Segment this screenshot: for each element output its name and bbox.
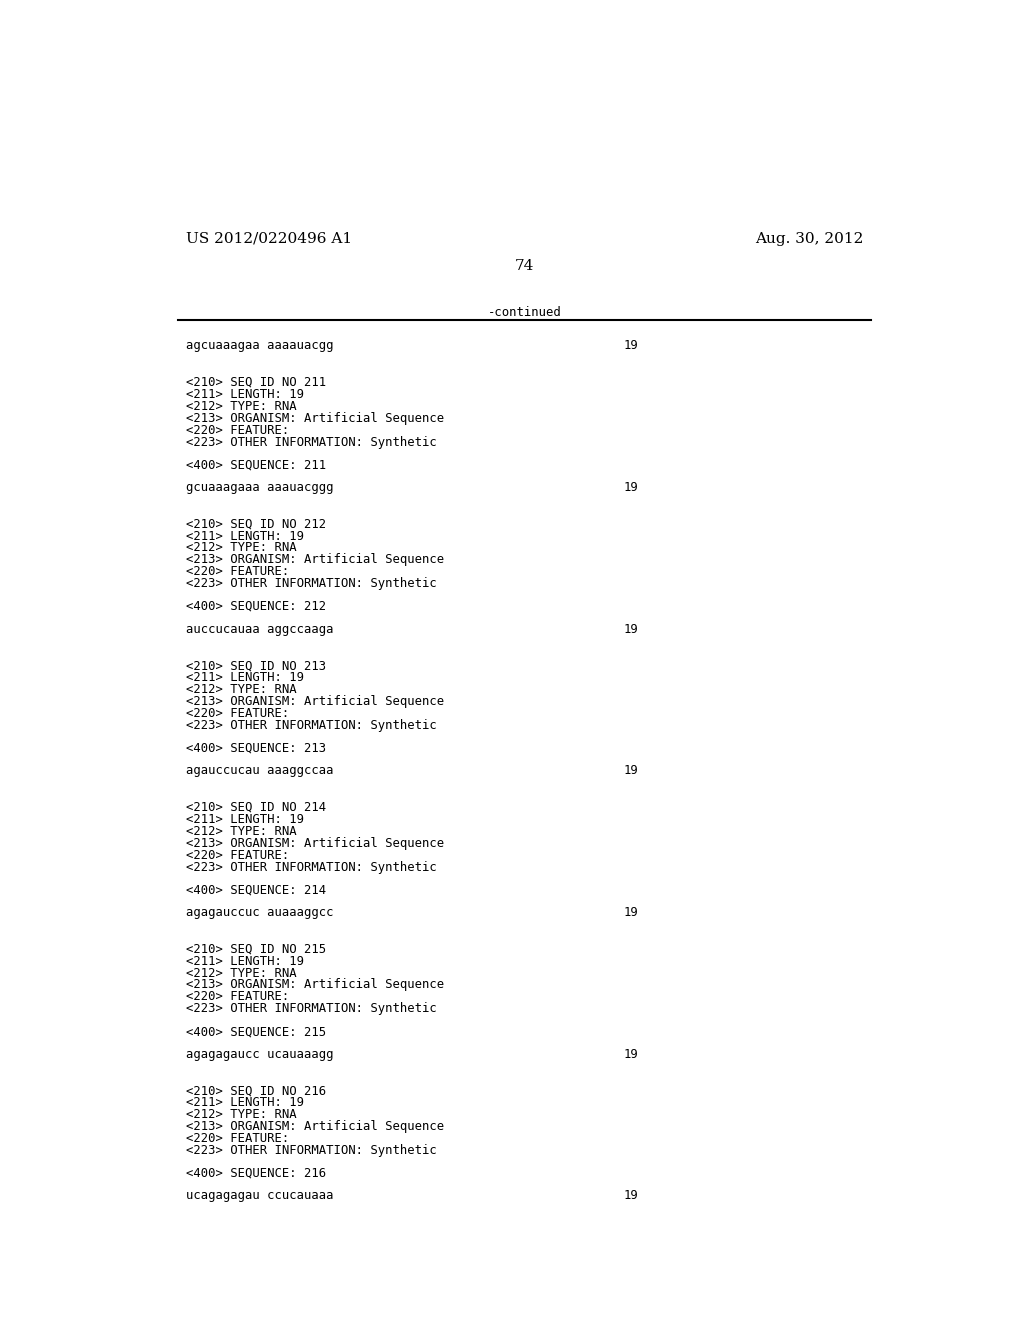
Text: auccucauaa aggccaaga: auccucauaa aggccaaga xyxy=(186,623,334,636)
Text: <211> LENGTH: 19: <211> LENGTH: 19 xyxy=(186,1096,304,1109)
Text: <212> TYPE: RNA: <212> TYPE: RNA xyxy=(186,966,297,979)
Text: <211> LENGTH: 19: <211> LENGTH: 19 xyxy=(186,954,304,968)
Text: agagauccuc auaaaggcc: agagauccuc auaaaggcc xyxy=(186,906,334,919)
Text: <220> FEATURE:: <220> FEATURE: xyxy=(186,424,290,437)
Text: 74: 74 xyxy=(515,259,535,272)
Text: agcuaaagaa aaaauacgg: agcuaaagaa aaaauacgg xyxy=(186,339,334,352)
Text: agauccucau aaaggccaa: agauccucau aaaggccaa xyxy=(186,764,334,777)
Text: <211> LENGTH: 19: <211> LENGTH: 19 xyxy=(186,388,304,401)
Text: <210> SEQ ID NO 215: <210> SEQ ID NO 215 xyxy=(186,942,327,956)
Text: -continued: -continued xyxy=(487,306,562,319)
Text: 19: 19 xyxy=(624,1189,639,1203)
Text: <210> SEQ ID NO 212: <210> SEQ ID NO 212 xyxy=(186,517,327,531)
Text: <213> ORGANISM: Artificial Sequence: <213> ORGANISM: Artificial Sequence xyxy=(186,978,444,991)
Text: agagagaucc ucauaaagg: agagagaucc ucauaaagg xyxy=(186,1048,334,1061)
Text: 19: 19 xyxy=(624,906,639,919)
Text: <400> SEQUENCE: 211: <400> SEQUENCE: 211 xyxy=(186,458,327,471)
Text: <213> ORGANISM: Artificial Sequence: <213> ORGANISM: Artificial Sequence xyxy=(186,412,444,425)
Text: 19: 19 xyxy=(624,480,639,494)
Text: US 2012/0220496 A1: US 2012/0220496 A1 xyxy=(186,231,352,246)
Text: ucagagagau ccucauaaa: ucagagagau ccucauaaa xyxy=(186,1189,334,1203)
Text: <223> OTHER INFORMATION: Synthetic: <223> OTHER INFORMATION: Synthetic xyxy=(186,719,437,733)
Text: <212> TYPE: RNA: <212> TYPE: RNA xyxy=(186,541,297,554)
Text: <212> TYPE: RNA: <212> TYPE: RNA xyxy=(186,825,297,838)
Text: <223> OTHER INFORMATION: Synthetic: <223> OTHER INFORMATION: Synthetic xyxy=(186,1144,437,1158)
Text: <212> TYPE: RNA: <212> TYPE: RNA xyxy=(186,684,297,696)
Text: <223> OTHER INFORMATION: Synthetic: <223> OTHER INFORMATION: Synthetic xyxy=(186,1002,437,1015)
Text: <211> LENGTH: 19: <211> LENGTH: 19 xyxy=(186,813,304,826)
Text: <400> SEQUENCE: 214: <400> SEQUENCE: 214 xyxy=(186,883,327,896)
Text: gcuaaagaaa aaauacggg: gcuaaagaaa aaauacggg xyxy=(186,480,334,494)
Text: <212> TYPE: RNA: <212> TYPE: RNA xyxy=(186,400,297,413)
Text: Aug. 30, 2012: Aug. 30, 2012 xyxy=(755,231,863,246)
Text: <211> LENGTH: 19: <211> LENGTH: 19 xyxy=(186,671,304,684)
Text: <400> SEQUENCE: 216: <400> SEQUENCE: 216 xyxy=(186,1167,327,1180)
Text: 19: 19 xyxy=(624,339,639,352)
Text: <213> ORGANISM: Artificial Sequence: <213> ORGANISM: Artificial Sequence xyxy=(186,1121,444,1133)
Text: <220> FEATURE:: <220> FEATURE: xyxy=(186,990,290,1003)
Text: <212> TYPE: RNA: <212> TYPE: RNA xyxy=(186,1109,297,1121)
Text: <213> ORGANISM: Artificial Sequence: <213> ORGANISM: Artificial Sequence xyxy=(186,837,444,850)
Text: <220> FEATURE:: <220> FEATURE: xyxy=(186,849,290,862)
Text: <400> SEQUENCE: 215: <400> SEQUENCE: 215 xyxy=(186,1026,327,1038)
Text: 19: 19 xyxy=(624,623,639,636)
Text: <210> SEQ ID NO 214: <210> SEQ ID NO 214 xyxy=(186,801,327,814)
Text: <220> FEATURE:: <220> FEATURE: xyxy=(186,1133,290,1144)
Text: <223> OTHER INFORMATION: Synthetic: <223> OTHER INFORMATION: Synthetic xyxy=(186,436,437,449)
Text: <220> FEATURE:: <220> FEATURE: xyxy=(186,708,290,719)
Text: <210> SEQ ID NO 216: <210> SEQ ID NO 216 xyxy=(186,1084,327,1097)
Text: 19: 19 xyxy=(624,764,639,777)
Text: <400> SEQUENCE: 212: <400> SEQUENCE: 212 xyxy=(186,601,327,612)
Text: 19: 19 xyxy=(624,1048,639,1061)
Text: <213> ORGANISM: Artificial Sequence: <213> ORGANISM: Artificial Sequence xyxy=(186,696,444,708)
Text: <400> SEQUENCE: 213: <400> SEQUENCE: 213 xyxy=(186,742,327,755)
Text: <210> SEQ ID NO 211: <210> SEQ ID NO 211 xyxy=(186,376,327,389)
Text: <213> ORGANISM: Artificial Sequence: <213> ORGANISM: Artificial Sequence xyxy=(186,553,444,566)
Text: <211> LENGTH: 19: <211> LENGTH: 19 xyxy=(186,529,304,543)
Text: <223> OTHER INFORMATION: Synthetic: <223> OTHER INFORMATION: Synthetic xyxy=(186,861,437,874)
Text: <223> OTHER INFORMATION: Synthetic: <223> OTHER INFORMATION: Synthetic xyxy=(186,577,437,590)
Text: <210> SEQ ID NO 213: <210> SEQ ID NO 213 xyxy=(186,659,327,672)
Text: <220> FEATURE:: <220> FEATURE: xyxy=(186,565,290,578)
